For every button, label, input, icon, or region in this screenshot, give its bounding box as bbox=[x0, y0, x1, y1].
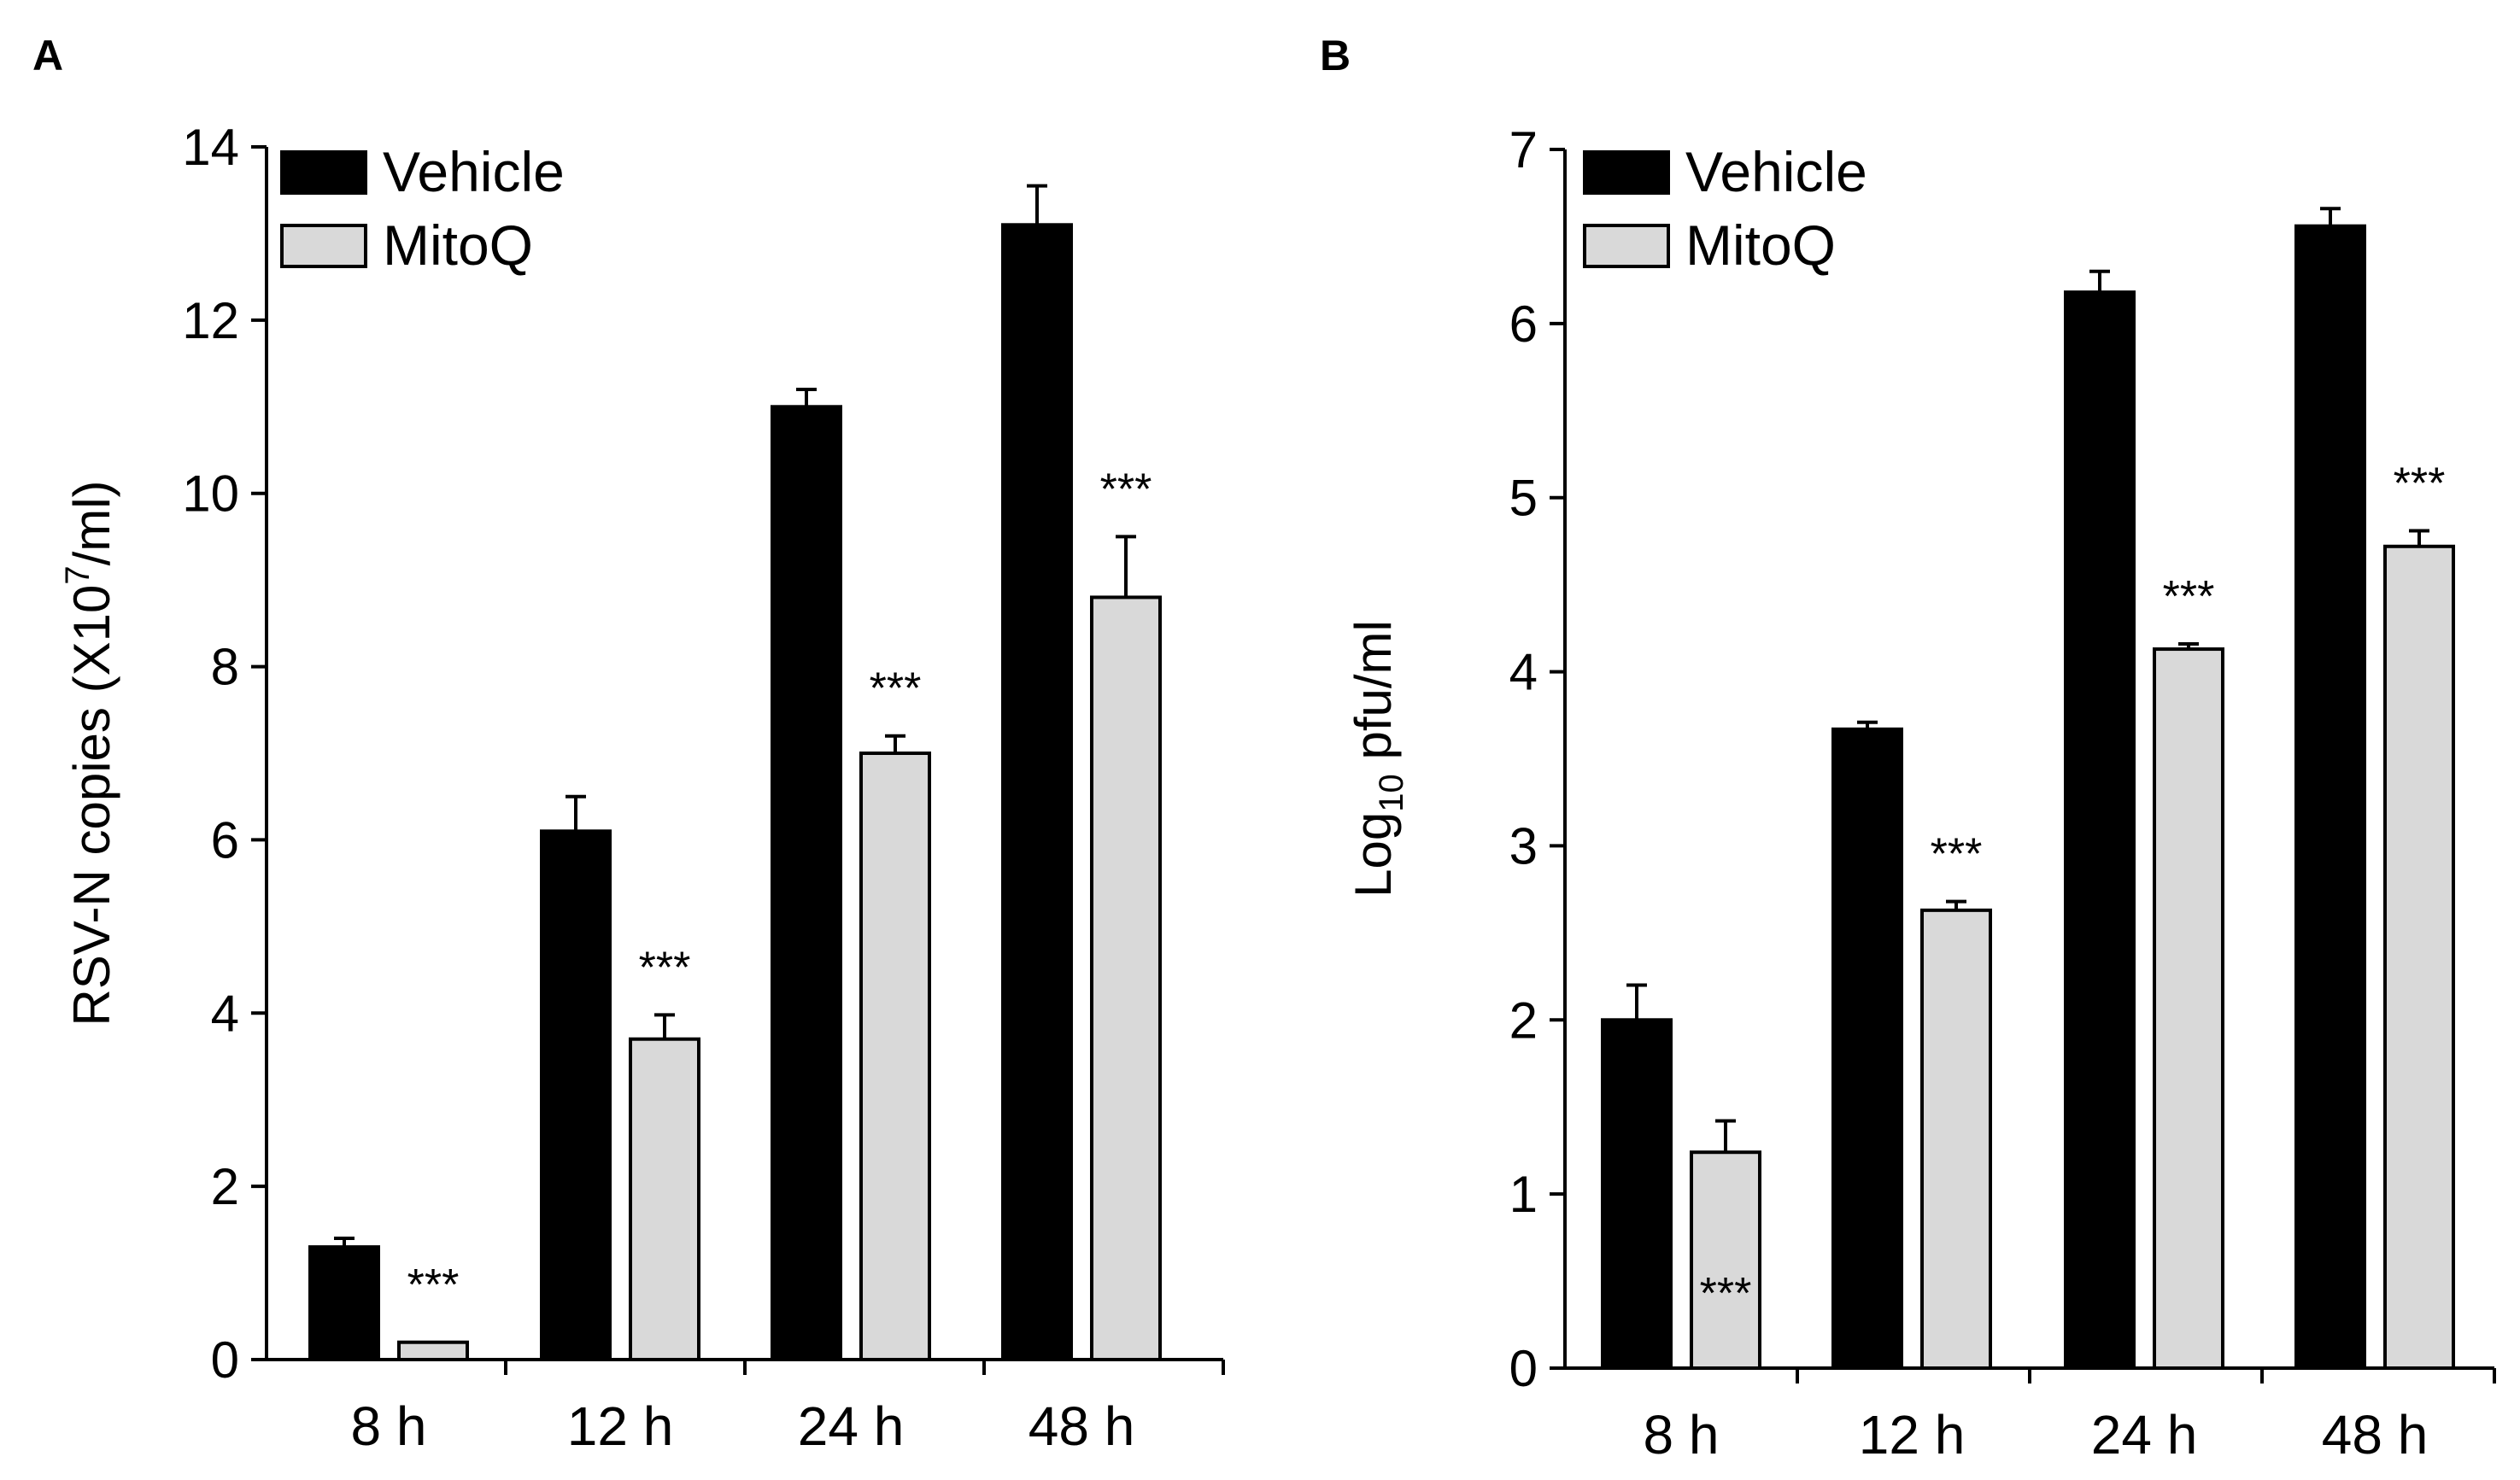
y-tick-label: 10 bbox=[182, 465, 239, 523]
bar-vehicle bbox=[540, 829, 612, 1361]
x-tick-label: 48 h bbox=[1029, 1395, 1135, 1457]
y-tick-label: 3 bbox=[1509, 817, 1538, 875]
legend-label: MitoQ bbox=[1685, 214, 1836, 277]
y-tick-label: 14 bbox=[182, 119, 239, 176]
y-tick-label: 0 bbox=[1509, 1340, 1538, 1397]
bar-vehicle bbox=[308, 1245, 380, 1361]
bar-mitoq bbox=[629, 1037, 700, 1361]
significance-marker: *** bbox=[1931, 830, 1983, 880]
bar-mitoq bbox=[2153, 647, 2224, 1370]
significance-marker: *** bbox=[1700, 1269, 1752, 1319]
y-tick-label: 4 bbox=[1509, 644, 1538, 701]
y-tick-label: 5 bbox=[1509, 470, 1538, 527]
bar-mitoq bbox=[1090, 595, 1162, 1361]
panel-label: A bbox=[32, 32, 63, 79]
y-tick-label: 1 bbox=[1509, 1166, 1538, 1223]
panel-a-chart: A 0 2 4 6 8 10 12 14 8 h 12 h 24 h 48 h *** *** *** *** V… bbox=[32, 32, 1225, 1457]
panel-b-chart: B 0 1 2 3 4 5 6 7 8 h 12 h 24 h 48 h *** *** *** *** Vehi… bbox=[1320, 32, 2496, 1465]
bar-mitoq bbox=[1920, 908, 1992, 1370]
x-tick-label: 24 h bbox=[2091, 1404, 2198, 1465]
bar-mitoq bbox=[2383, 544, 2455, 1370]
legend-swatch bbox=[1583, 224, 1670, 268]
y-axis-title: RSV-N copies (X107/ml) bbox=[59, 480, 120, 1026]
significance-marker: *** bbox=[870, 664, 922, 714]
y-tick-label: 6 bbox=[211, 811, 239, 869]
x-tick-label: 12 h bbox=[567, 1395, 674, 1457]
y-tick-label: 0 bbox=[211, 1331, 239, 1389]
x-tick-label: 12 h bbox=[1859, 1404, 1966, 1465]
significance-marker: *** bbox=[2394, 459, 2446, 508]
y-tick-label: 2 bbox=[1509, 992, 1538, 1049]
legend-swatch bbox=[1583, 150, 1670, 195]
y-tick-label: 12 bbox=[182, 292, 239, 349]
y-tick-label: 6 bbox=[1509, 295, 1538, 353]
x-tick-label: 8 h bbox=[351, 1395, 427, 1457]
bar-mitoq bbox=[397, 1340, 469, 1361]
bar-vehicle bbox=[1601, 1018, 1673, 1371]
y-tick-label: 8 bbox=[211, 639, 239, 696]
legend-label: MitoQ bbox=[383, 214, 533, 277]
bar-vehicle bbox=[2064, 290, 2136, 1371]
y-axis-title: Log10 pfu/ml bbox=[1345, 620, 1410, 898]
significance-marker: *** bbox=[2163, 572, 2215, 622]
bar-mitoq bbox=[859, 752, 931, 1361]
x-tick-label: 8 h bbox=[1644, 1404, 1720, 1465]
x-tick-label: 48 h bbox=[2322, 1404, 2429, 1465]
y-tick-label: 4 bbox=[211, 985, 239, 1042]
legend-swatch bbox=[280, 224, 367, 268]
significance-marker: *** bbox=[1100, 465, 1152, 514]
bar-vehicle bbox=[1831, 727, 1903, 1370]
significance-marker: *** bbox=[407, 1261, 460, 1310]
x-tick-label: 24 h bbox=[798, 1395, 905, 1457]
bar-vehicle bbox=[2294, 224, 2366, 1370]
y-tick-label: 7 bbox=[1509, 121, 1538, 178]
bar-vehicle bbox=[1001, 223, 1073, 1361]
y-tick-label: 2 bbox=[211, 1158, 239, 1215]
legend-label: Vehicle bbox=[383, 140, 565, 203]
legend-label: Vehicle bbox=[1685, 140, 1867, 203]
panel-label: B bbox=[1320, 32, 1351, 79]
bar-vehicle bbox=[771, 405, 842, 1361]
bar-mitoq bbox=[1690, 1150, 1761, 1371]
legend-swatch bbox=[280, 150, 367, 195]
significance-marker: *** bbox=[639, 943, 691, 992]
